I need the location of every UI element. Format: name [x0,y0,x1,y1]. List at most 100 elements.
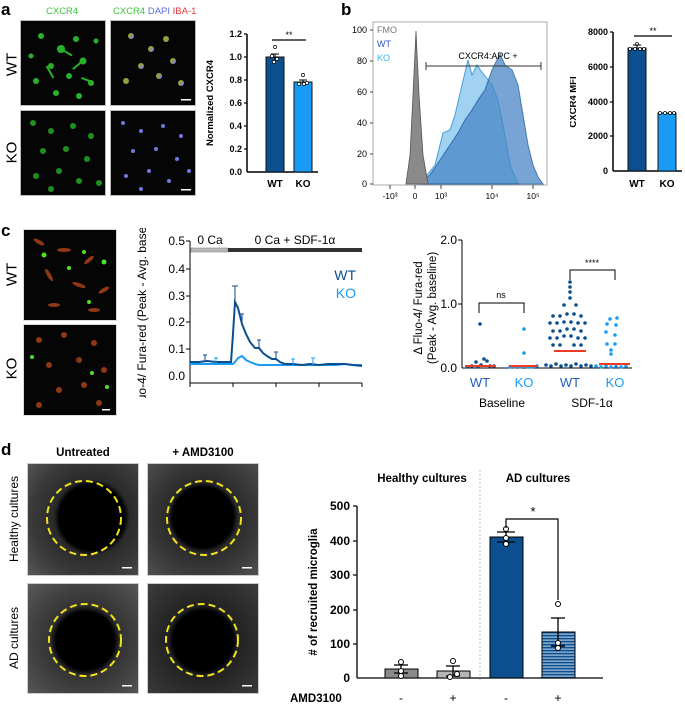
ylabel-d: # of recruited microglia [308,528,320,656]
svg-text:40: 40 [357,118,367,128]
svg-text:2.0: 2.0 [440,233,457,247]
ylabel-a: Normalized CXCR4 [205,59,216,146]
micrograph-d-healthy-amd3100 [147,463,259,576]
recruitment-image [166,480,252,569]
sig-b: ** [649,26,657,36]
amd-value-3: - [504,691,508,705]
scale-bar [122,685,132,687]
scale-bar [242,685,252,687]
scatter-xtick-ko-sdf: KO [606,375,625,390]
ylabel-c-line: Δ Fluo-4/ Fura-red (Peak - Avg. baseline… [135,228,149,398]
svg-text:500: 500 [330,499,350,513]
scatter-group-sdf: SDF-1α [571,396,613,410]
row-label-ad: AD cultures [7,606,21,670]
amd-value-1: - [399,691,403,705]
scatter-xtick-wt-sdf: WT [560,375,580,390]
condition-label-sdf: 0 Ca + SDF-1α [255,233,336,247]
row-label-wt: WT [3,52,21,77]
xtick-neg1000: -10³ [382,191,397,201]
recruitment-image [46,480,132,569]
header-merge: CXCR4 DAPI IBA-1 [113,6,196,17]
svg-text:0.0: 0.0 [229,167,242,177]
condition-bar-0ca [190,247,229,253]
chart-c-calcium-trace: 0.5 0.4 0.3 0.2 0.1 0.0 0 Ca 0 Ca + SDF-1α W… [135,228,363,398]
row-label-healthy: Healthy cultures [7,475,21,563]
svg-text:0.3: 0.3 [168,289,185,303]
svg-text:1.2: 1.2 [229,29,242,39]
ylabel-scatter-line2: (Peak - Avg. baseline) [427,252,439,364]
svg-text:8000: 8000 [588,27,608,37]
micrograph-c-ko [23,324,117,416]
svg-text:200: 200 [330,603,350,617]
chart-b-mfi: 8000 6000 4000 2000 0 ** WT KO CXCR4 MFI [570,26,682,190]
svg-text:60: 60 [357,87,367,97]
dashed-circle [165,603,239,677]
legend-c-ko: KO [336,285,356,301]
ylabel-scatter-line1: Δ Fluo-4/ Fura-red [413,261,425,354]
histogram-wt [416,52,544,185]
chart-c-scatter: 2.0 1.0 0.0 ns **** WT WT [413,233,632,410]
legend-ko: KO [377,53,390,63]
svg-text:0.5: 0.5 [168,234,185,248]
amd-value-2: + [449,691,456,705]
scatter-xtick-ko-baseline: KO [515,375,534,390]
row-label-c-ko: KO [3,357,21,380]
panel-letter-c: c [1,221,11,240]
recruitment-image [165,603,252,687]
svg-text:100: 100 [352,25,367,35]
svg-text:0.0: 0.0 [168,369,185,383]
legend-c-wt: WT [334,267,356,283]
cells-green-image [28,33,99,99]
micrograph-a-wt-merge [110,20,196,106]
svg-text:0.4: 0.4 [168,262,185,276]
xtick-1e5: 10⁵ [527,191,540,201]
panel-letter-d: d [1,440,12,459]
micrograph-d-ad-amd3100 [147,583,259,694]
dashed-circle [46,480,122,556]
legend-fmo: FMO [377,25,397,35]
svg-text:6000: 6000 [588,62,608,72]
svg-text:400: 400 [330,534,350,548]
amd3100-label: AMD3100 [290,693,342,705]
svg-text:1.0: 1.0 [440,297,457,311]
cells-merge-image [121,121,191,191]
xtick-1e3: 10³ [435,191,447,201]
amd-value-4: + [554,691,561,705]
micrograph-d-healthy-untreated [27,463,139,576]
micrograph-d-ad-untreated [27,583,139,694]
svg-text:4000: 4000 [588,97,608,107]
scale-bar [242,567,252,569]
row-label-c-wt: WT [3,262,21,287]
svg-text:1.0: 1.0 [229,52,242,62]
calcium-image [30,332,110,411]
scale-bar [181,189,191,191]
cells-merge-image [123,33,191,101]
header-merge-cxcr4: CXCR4 [113,6,146,17]
svg-text:0.8: 0.8 [229,75,242,85]
header-merge-dapi: DAPI [147,6,171,17]
svg-text:20: 20 [357,149,367,159]
xtick-0: 0 [413,191,418,201]
sig-ns: ns [496,290,506,300]
sig-a: ** [285,30,293,40]
sig-star: **** [585,258,600,268]
scale-bar [122,567,132,569]
sig-d: * [530,504,535,519]
col-header-amd3100: + AMD3100 [172,447,234,459]
svg-text:100: 100 [330,637,350,651]
svg-text:2000: 2000 [588,131,608,141]
chart-a-normalized-cxcr4: 1.2 1.0 0.8 0.6 0.4 0.2 0.0 ** WT KO Normaliz… [205,29,318,190]
chart-b-histogram: 100 80 60 40 20 0 CXCR4:APC + FMO WT KO -10³… [352,21,548,201]
xtick-1e4: 10⁴ [485,191,498,201]
trace-wt [190,298,363,367]
svg-text:0: 0 [343,671,350,685]
col-header-untreated: Untreated [56,447,110,459]
svg-text:80: 80 [357,56,367,66]
svg-text:0.0: 0.0 [440,361,457,375]
micrograph-a-ko-cxcr4 [20,110,106,196]
svg-text:0: 0 [603,166,608,176]
panel-letter-b: b [341,0,352,19]
recruitment-image [48,603,132,687]
micrograph-a-wt-cxcr4 [20,20,106,106]
chart-d-recruited-microglia: Healthy cultures AD cultures 500 400 300 2… [290,470,603,705]
